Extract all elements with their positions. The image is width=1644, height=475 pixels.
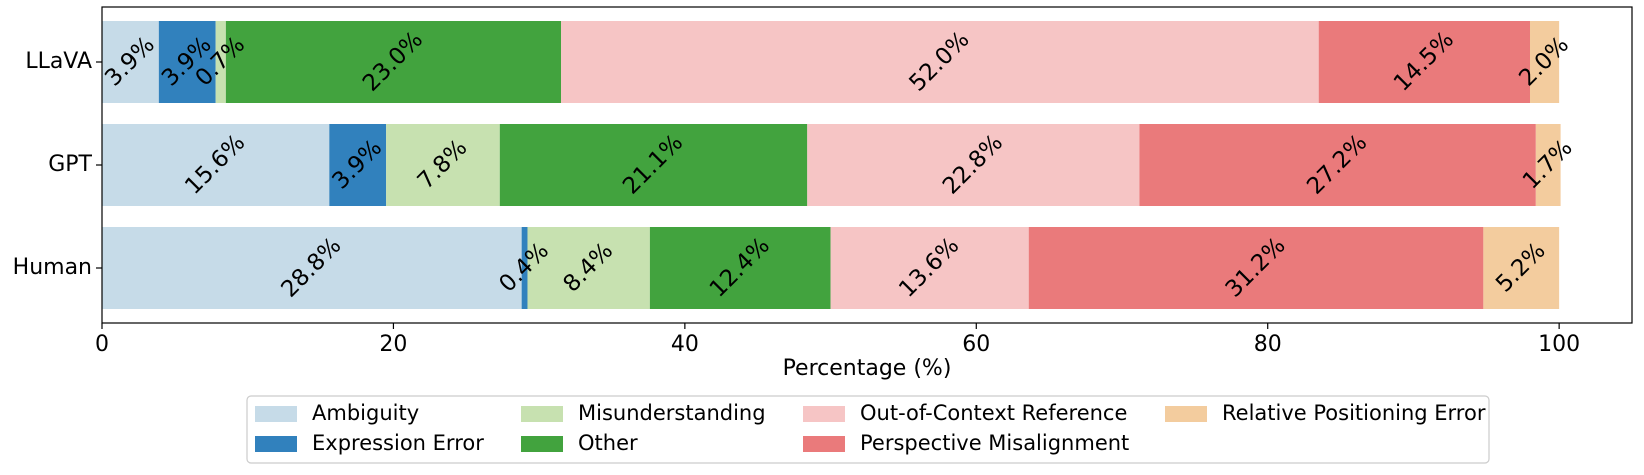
bar-llava-perspective-misalignment xyxy=(1318,21,1530,103)
y-tick-label: LLaVA xyxy=(25,49,92,74)
bar-gpt-misunderstanding xyxy=(386,124,500,206)
x-tick-label: 40 xyxy=(671,332,699,357)
bar-llava-out-of-context-reference xyxy=(561,21,1319,103)
legend-label: Out-of-Context Reference xyxy=(860,401,1127,425)
bars-layer xyxy=(102,21,1561,309)
bar-human-other xyxy=(649,227,831,309)
bar-gpt-other xyxy=(499,124,808,206)
legend-swatch xyxy=(803,436,845,452)
legend-swatch xyxy=(803,406,845,422)
bar-gpt-ambiguity xyxy=(102,124,330,206)
legend: Ambiguity Expression Error Misunderstandin… xyxy=(246,395,1490,464)
x-axis: 0 20 40 60 80 100 xyxy=(95,323,1580,357)
bar-human-misunderstanding xyxy=(527,227,650,309)
legend-label: Expression Error xyxy=(312,431,484,455)
x-tick-label: 20 xyxy=(379,332,407,357)
bar-human-expression-error xyxy=(521,227,528,309)
legend-swatch xyxy=(1165,406,1207,422)
legend-label: Relative Positioning Error xyxy=(1222,401,1486,425)
x-tick-label: 100 xyxy=(1538,332,1580,357)
bar-human-perspective-misalignment xyxy=(1028,227,1484,309)
bar-gpt-expression-error xyxy=(329,124,387,206)
bar-llava-relative-positioning-error xyxy=(1530,21,1560,103)
bar-llava-ambiguity xyxy=(102,21,159,103)
legend-label: Ambiguity xyxy=(312,401,419,425)
bar-human-ambiguity xyxy=(102,227,522,309)
legend-swatch xyxy=(255,406,297,422)
legend-label: Other xyxy=(578,431,638,455)
legend-swatch xyxy=(521,406,563,422)
bar-llava-other xyxy=(225,21,561,103)
legend-label: Misunderstanding xyxy=(578,401,766,425)
legend-swatch xyxy=(255,436,297,452)
x-axis-label: Percentage (%) xyxy=(783,356,952,381)
legend-label: Perspective Misalignment xyxy=(860,431,1129,455)
x-tick-label: 0 xyxy=(95,332,109,357)
bar-gpt-perspective-misalignment xyxy=(1139,124,1536,206)
bar-human-out-of-context-reference xyxy=(830,227,1029,309)
x-tick-label: 60 xyxy=(962,332,990,357)
y-tick-label: Human xyxy=(13,255,92,280)
y-axis: LLaVA GPT Human xyxy=(13,49,102,280)
bar-gpt-out-of-context-reference xyxy=(807,124,1140,206)
bar-llava-expression-error xyxy=(158,21,216,103)
x-tick-label: 80 xyxy=(1254,332,1282,357)
legend-swatch xyxy=(521,436,563,452)
bar-llava-misunderstanding xyxy=(215,21,226,103)
bar-human-relative-positioning-error xyxy=(1483,227,1560,309)
y-tick-label: GPT xyxy=(48,152,92,177)
bar-gpt-relative-positioning-error xyxy=(1535,124,1561,206)
